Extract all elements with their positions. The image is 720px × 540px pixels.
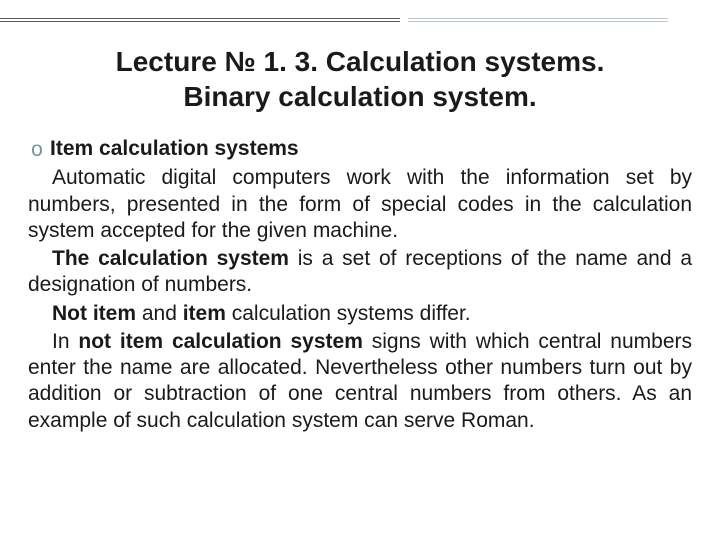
p3-mid: and: [136, 302, 183, 325]
bullet-item: o Item calculation systems: [28, 136, 692, 163]
p2-bold: The calculation system: [52, 247, 289, 270]
p3-bold-1: Not item: [52, 302, 136, 325]
paragraph-3: Not item and item calculation systems di…: [28, 301, 692, 327]
paragraph-4: In not item calculation system signs wit…: [28, 329, 692, 434]
rule-dark-bottom: [0, 21, 400, 22]
title-line-2: Binary calculation system.: [183, 81, 536, 112]
p3-rest: calculation systems differ.: [226, 302, 471, 325]
slide-content: Lecture № 1. 3. Calculation systems. Bin…: [28, 44, 692, 434]
p4-bold: not item calculation system: [78, 330, 363, 353]
bullet-marker-icon: o: [28, 136, 46, 163]
rule-dark-top: [0, 18, 400, 19]
rule-light-top: [408, 18, 668, 19]
bullet-label: Item calculation systems: [46, 136, 299, 162]
paragraph-2: The calculation system is a set of recep…: [28, 246, 692, 299]
top-double-rule: [0, 18, 720, 22]
p4-lead: In: [52, 330, 78, 353]
p1-text: Automatic digital computers work with th…: [28, 166, 692, 242]
slide-title: Lecture № 1. 3. Calculation systems. Bin…: [28, 44, 692, 114]
p3-bold-2: item: [183, 302, 226, 325]
title-line-1: Lecture № 1. 3. Calculation systems.: [116, 46, 605, 77]
rule-light-bottom: [408, 21, 668, 22]
paragraph-1: Automatic digital computers work with th…: [28, 165, 692, 244]
